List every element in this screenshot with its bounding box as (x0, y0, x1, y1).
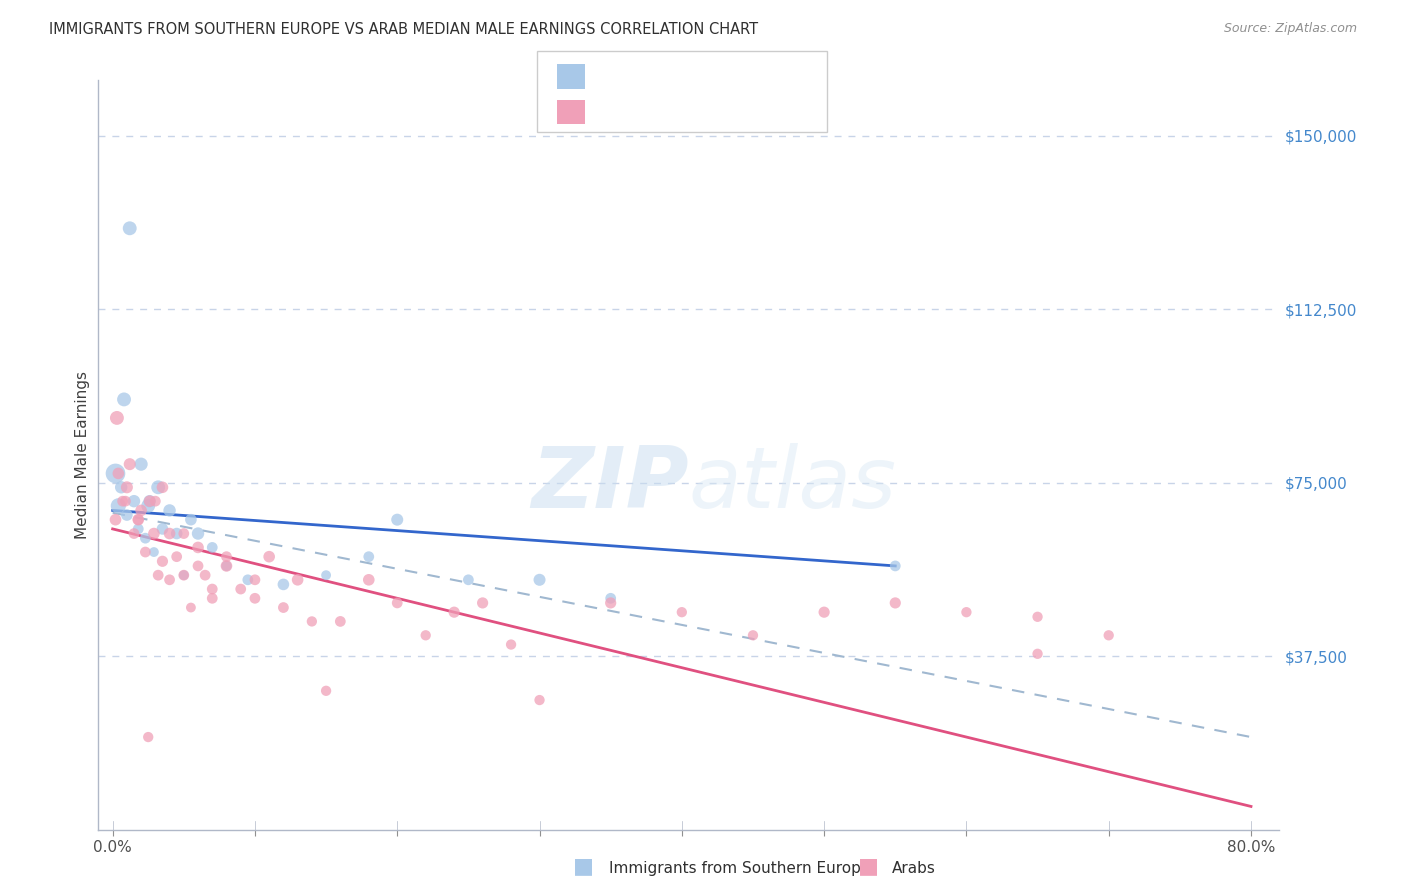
Point (104, 513, 127, 527)
Point (884, 558, 907, 573)
Point (187, 558, 209, 573)
Point (173, 526, 195, 541)
Point (134, 545, 156, 559)
Point (166, 526, 188, 541)
Point (110, 480, 132, 494)
Point (107, 467, 129, 481)
Point (180, 600, 202, 615)
Text: ■: ■ (574, 856, 593, 876)
Point (273, 577, 295, 591)
Point (813, 605, 835, 619)
Text: ■: ■ (859, 856, 879, 876)
Point (134, 531, 156, 545)
Point (129, 457, 152, 471)
Text: atlas: atlas (689, 443, 897, 526)
Point (215, 558, 238, 573)
Point (148, 480, 170, 494)
Point (138, 494, 160, 508)
Point (315, 683, 337, 698)
Point (315, 568, 337, 582)
Point (236, 573, 259, 587)
Point (357, 549, 380, 564)
Point (173, 568, 195, 582)
Point (884, 596, 907, 610)
Point (118, 457, 141, 471)
Point (457, 573, 479, 587)
Y-axis label: Median Male Earnings: Median Male Earnings (75, 371, 90, 539)
Point (215, 558, 238, 573)
Point (152, 480, 174, 494)
Point (273, 600, 295, 615)
Point (112, 392, 135, 407)
Point (142, 526, 165, 541)
Point (118, 221, 141, 235)
Point (159, 526, 181, 541)
Text: Source: ZipAtlas.com: Source: ZipAtlas.com (1223, 22, 1357, 36)
Text: ZIP: ZIP (531, 443, 689, 526)
Point (166, 549, 188, 564)
Point (115, 480, 138, 494)
Point (127, 522, 149, 536)
Point (201, 582, 224, 596)
Point (955, 605, 977, 619)
Point (443, 605, 465, 619)
Text: Immigrants from Southern Europe: Immigrants from Southern Europe (609, 861, 870, 876)
Point (136, 730, 159, 744)
Point (104, 467, 127, 481)
Point (111, 494, 134, 508)
Point (599, 591, 621, 606)
Point (499, 638, 522, 652)
Point (107, 499, 129, 513)
Text: R =  -0.505    N =  57: R = -0.505 N = 57 (595, 105, 759, 120)
Point (148, 568, 170, 582)
Point (187, 541, 209, 555)
Point (229, 582, 252, 596)
Point (180, 513, 202, 527)
Point (599, 596, 621, 610)
Point (105, 411, 128, 425)
Point (671, 605, 693, 619)
Point (194, 568, 217, 582)
Point (357, 573, 380, 587)
Point (387, 596, 409, 610)
Text: R =  -0.195    N =  31: R = -0.195 N = 31 (595, 71, 759, 86)
Point (127, 513, 149, 527)
Point (127, 513, 149, 527)
Point (529, 573, 551, 587)
Point (1098, 628, 1121, 642)
Point (243, 591, 266, 606)
Point (122, 526, 145, 541)
Point (187, 526, 209, 541)
Point (159, 573, 181, 587)
Point (257, 549, 280, 564)
Point (1026, 647, 1049, 661)
Point (159, 503, 181, 517)
Point (201, 591, 224, 606)
Text: Arabs: Arabs (891, 861, 935, 876)
Point (152, 554, 174, 568)
Point (115, 508, 138, 522)
Point (215, 549, 238, 564)
Text: IMMIGRANTS FROM SOUTHERN EUROPE VS ARAB MEDIAN MALE EARNINGS CORRELATION CHART: IMMIGRANTS FROM SOUTHERN EUROPE VS ARAB … (49, 22, 758, 37)
Point (471, 596, 494, 610)
Point (138, 494, 160, 508)
Point (152, 522, 174, 536)
Point (529, 693, 551, 707)
Point (173, 568, 195, 582)
Point (201, 541, 224, 555)
Point (415, 628, 437, 642)
Point (142, 545, 165, 559)
Point (301, 615, 323, 629)
Point (243, 573, 266, 587)
Point (287, 573, 309, 587)
Point (143, 494, 166, 508)
Point (129, 503, 152, 517)
Point (122, 494, 145, 508)
Point (742, 628, 765, 642)
Point (114, 494, 136, 508)
Point (387, 513, 409, 527)
Point (329, 615, 352, 629)
Point (1026, 609, 1049, 624)
Point (136, 499, 159, 513)
